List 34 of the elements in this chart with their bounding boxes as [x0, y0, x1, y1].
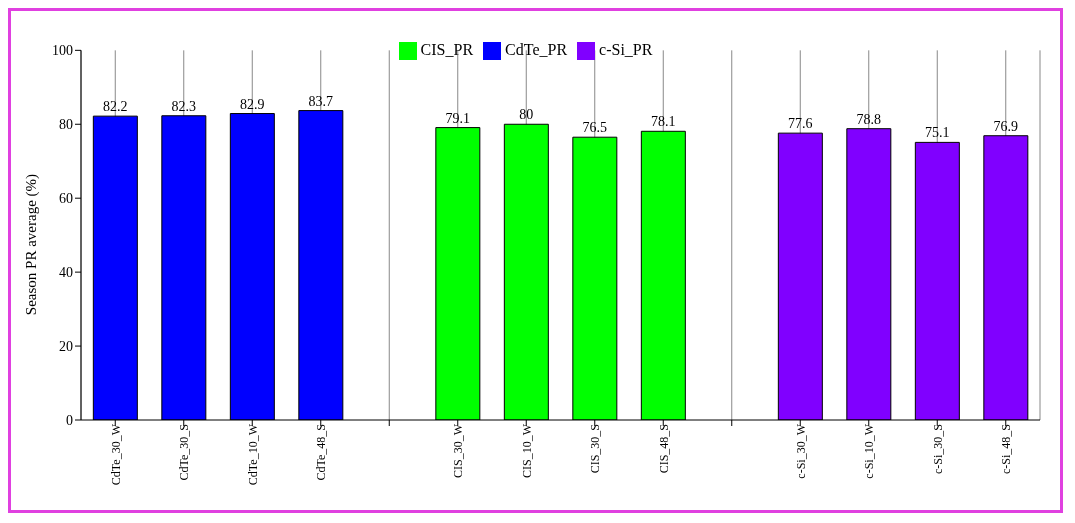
data-label: 79.1	[445, 110, 471, 126]
x-tick-label: CdTe_30_W	[108, 423, 123, 486]
y-tick-label: 40	[59, 265, 73, 281]
y-tick-label: 0	[66, 412, 73, 428]
data-label: 82.9	[240, 96, 265, 112]
data-label: 76.9	[993, 118, 1019, 134]
x-tick-label: CdTe_48_S	[314, 424, 329, 481]
y-tick-label: 20	[59, 339, 73, 355]
x-tick-label: c-Si_30_W	[793, 423, 808, 479]
data-label: 82.2	[103, 99, 128, 115]
y-tick-label: 80	[59, 117, 73, 133]
x-tick-label: CIS_30_S	[588, 424, 603, 474]
data-label: 78.8	[856, 111, 882, 127]
x-tick-label: CdTe_10_W	[245, 423, 260, 486]
data-label: 80	[519, 107, 534, 123]
legend-label: CdTe_PR	[505, 41, 568, 58]
legend-label: c-Si_PR	[599, 41, 653, 58]
x-tick-label: CIS_30_W	[451, 423, 466, 478]
legend-label: CIS_PR	[420, 41, 474, 58]
data-label: 83.7	[308, 93, 334, 109]
x-tick-label: CIS_48_S	[656, 424, 671, 474]
data-label: 82.3	[171, 98, 197, 114]
x-tick-label: c-Si_48_S	[999, 424, 1014, 475]
x-tick-label: c-Si_30_S	[930, 424, 945, 475]
y-tick-label: 100	[52, 43, 73, 59]
x-tick-label: CdTe_30_S	[177, 424, 192, 481]
y-tick-label: 60	[59, 191, 73, 207]
data-label: 78.1	[651, 114, 676, 130]
x-tick-label: CIS_10_W	[519, 423, 534, 478]
y-axis-title: Season PR average (%)	[23, 173, 41, 316]
data-label: 77.6	[788, 116, 813, 132]
data-label: 76.5	[582, 120, 608, 136]
data-label: 75.1	[925, 125, 950, 141]
x-tick-label: c-Si_10_W	[862, 423, 877, 479]
